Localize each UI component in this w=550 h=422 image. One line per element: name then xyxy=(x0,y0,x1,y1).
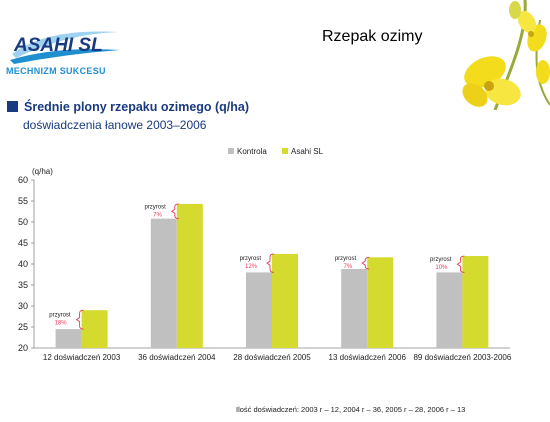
bar-asahi xyxy=(81,310,108,348)
x-tick-label: 28 doświadczeń 2005 xyxy=(233,353,311,362)
annotation-label: przyrost xyxy=(430,257,452,263)
bar-asahi xyxy=(367,257,394,348)
bar-kontrola xyxy=(436,272,463,348)
increase-bracket xyxy=(170,203,179,220)
bar-asahi xyxy=(272,253,298,348)
annotation-value: 7% xyxy=(153,212,162,218)
brand-tagline: MECHNIZM SUKCESU xyxy=(6,66,106,76)
legend-label: Kontrola xyxy=(237,147,267,156)
y-tick-label: 50 xyxy=(18,217,28,227)
y-axis-label: (q/ha) xyxy=(32,167,53,176)
y-tick-label: 20 xyxy=(18,343,28,353)
annotation-label: przyrost xyxy=(335,256,357,262)
bar-asahi xyxy=(176,203,203,348)
increase-bracket xyxy=(75,309,84,330)
logo-text: ASAHI SL xyxy=(13,35,103,56)
annotation-label: przyrost xyxy=(240,256,262,262)
bar-asahi xyxy=(462,256,489,348)
increase-bracket xyxy=(361,256,370,270)
chart-subheading: doświadczenia łanowe 2003–2006 xyxy=(23,118,207,132)
bar-kontrola xyxy=(246,272,272,348)
y-tick-label: 60 xyxy=(18,175,28,185)
bar-kontrola xyxy=(55,329,82,348)
x-tick-label: 36 doświadczeń 2004 xyxy=(138,353,216,362)
y-tick-label: 45 xyxy=(18,238,28,248)
annotation-value: 10% xyxy=(435,265,448,271)
y-tick-label: 25 xyxy=(18,322,28,332)
annotation-label: przyrost xyxy=(144,204,166,210)
legend-swatch xyxy=(228,148,234,154)
x-tick-label: 12 doświadczeń 2003 xyxy=(43,353,121,362)
rapeseed-flower-image xyxy=(462,0,550,110)
y-tick-label: 40 xyxy=(18,259,28,269)
annotation-value: 7% xyxy=(344,264,353,270)
bar-kontrola xyxy=(150,218,177,348)
annotation-value: 18% xyxy=(55,321,68,327)
annotation-label: przyrost xyxy=(49,313,71,319)
footnote: Ilość doświadczeń: 2003 r – 12, 2004 r –… xyxy=(236,405,466,414)
legend-swatch xyxy=(282,148,288,154)
chart-heading: Średnie plony rzepaku ozimego (q/ha) xyxy=(7,100,249,114)
bar-kontrola xyxy=(341,269,368,348)
increase-bracket xyxy=(266,253,275,273)
y-tick-label: 35 xyxy=(18,280,28,290)
increase-bracket xyxy=(456,255,465,273)
legend-label: Asahi SL xyxy=(291,147,324,156)
y-tick-label: 30 xyxy=(18,301,28,311)
y-tick-label: 55 xyxy=(18,196,28,206)
x-tick-label: 89 doświadczeń 2003-2006 xyxy=(413,353,511,362)
heading-marker-icon xyxy=(7,101,18,112)
heading-text: Średnie plony rzepaku ozimego (q/ha) xyxy=(24,100,250,114)
annotation-value: 12% xyxy=(245,264,258,270)
x-tick-label: 13 doświadczeń 2006 xyxy=(329,353,407,362)
asahi-logo: ASAHI SL xyxy=(10,31,120,64)
slide-title: Rzepak ozimy xyxy=(322,28,423,45)
yield-bar-chart: (q/ha) 20 25 30 35 40 45 50 55 60 Kontrola Asahi SL… xyxy=(18,147,512,362)
